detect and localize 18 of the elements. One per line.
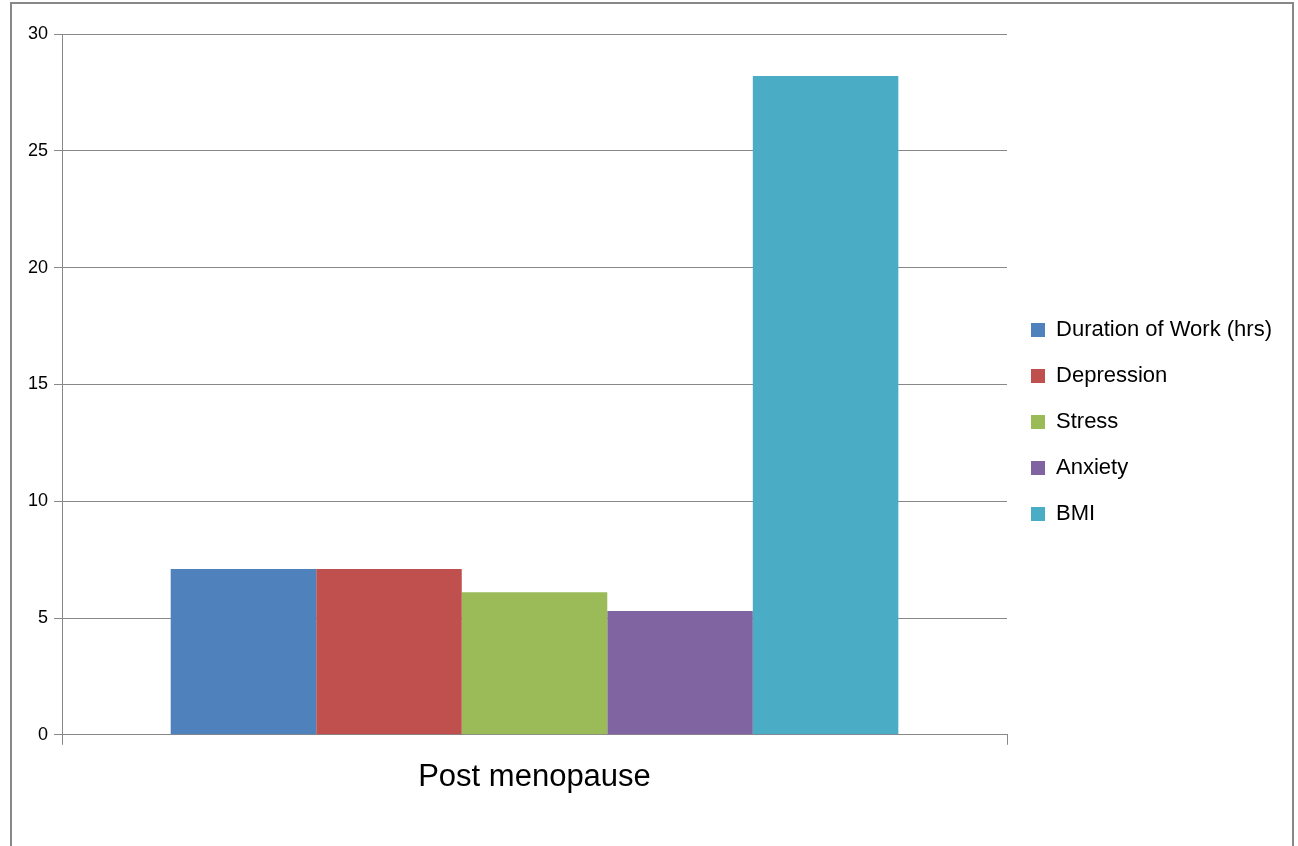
legend-label: Depression: [1056, 362, 1168, 388]
legend-label: Duration of Work (hrs): [1056, 316, 1272, 342]
y-tick-label: 5: [38, 606, 49, 627]
legend-label: BMI: [1056, 500, 1096, 526]
bar: [752, 76, 899, 735]
bar: [316, 568, 462, 735]
y-tick-label: 20: [27, 256, 49, 277]
bar: [170, 568, 317, 735]
y-tick-label: 30: [27, 22, 49, 43]
y-tick-label: 0: [38, 723, 49, 744]
y-tick-label: 15: [27, 373, 49, 394]
y-tick-label: 25: [27, 139, 49, 160]
legend-label: Anxiety: [1056, 454, 1129, 480]
bar: [461, 592, 608, 735]
legend-label: Stress: [1056, 408, 1119, 434]
x-tick-label: Post menopause: [418, 757, 651, 793]
y-tick-label: 10: [27, 490, 49, 511]
bar: [607, 610, 753, 735]
